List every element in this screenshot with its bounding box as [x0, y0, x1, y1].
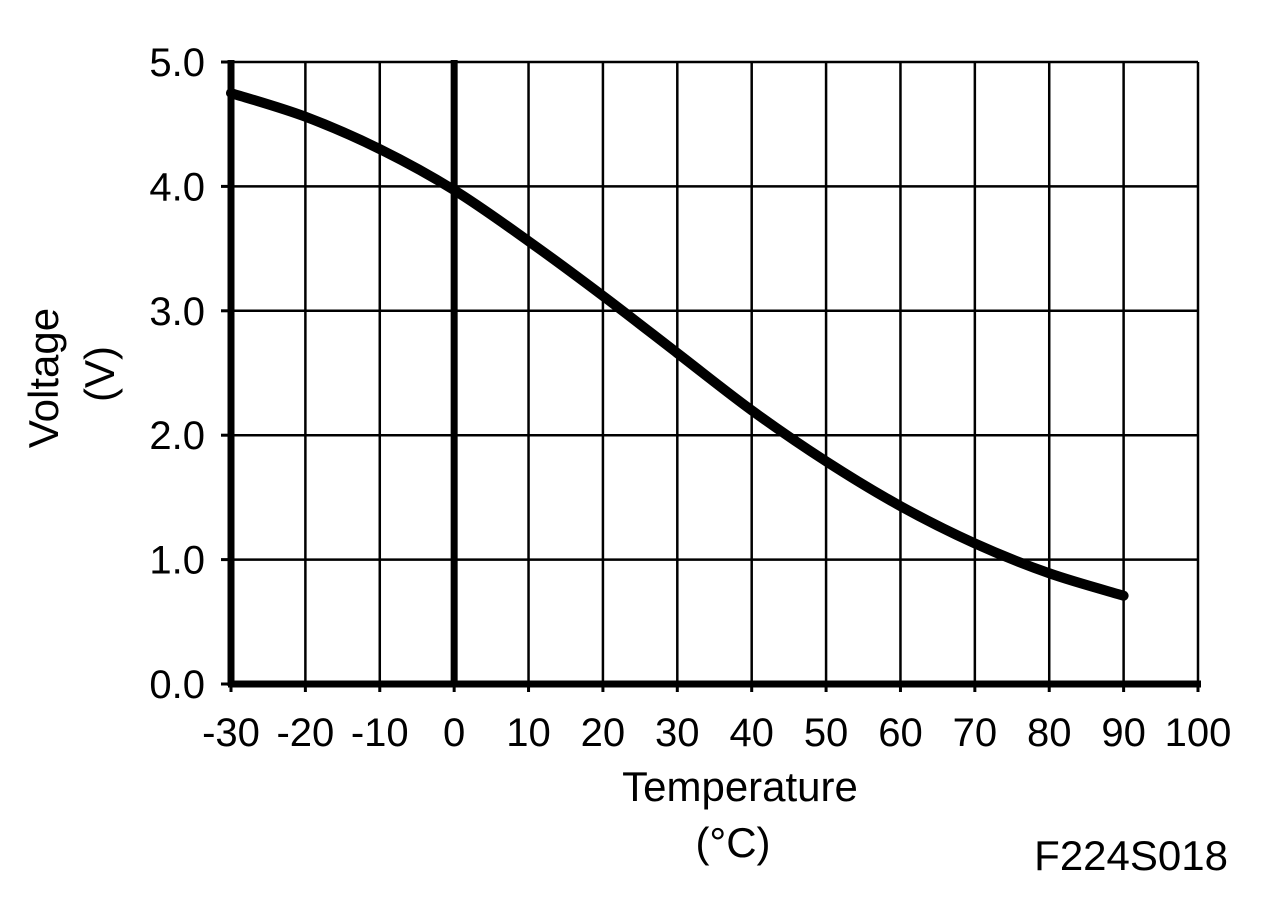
x-axis-unit: (°C): [695, 819, 770, 866]
x-tick-label: 20: [581, 711, 626, 755]
data-point: [602, 295, 604, 297]
y-tick-label: 5.0: [149, 41, 205, 85]
y-tick-label: 0.0: [149, 663, 205, 707]
tick-labels: 0.0 1.0 2.0 3.0 4.0 5.0 -30 -20 -10 0 10 20 30 40 50 60…: [149, 41, 1231, 755]
y-tick-label: 4.0: [149, 165, 205, 209]
x-tick-label: 100: [1165, 711, 1232, 755]
data-point: [528, 240, 530, 242]
x-tick-label: 10: [506, 711, 551, 755]
y-tick-label: 3.0: [149, 290, 205, 334]
data-point: [453, 189, 455, 191]
x-tick-label: -30: [202, 711, 260, 755]
data-point: [1048, 572, 1050, 574]
data-point: [1123, 595, 1125, 597]
grid: [231, 60, 1200, 684]
axes: [221, 60, 1201, 692]
y-tick-label: 2.0: [149, 414, 205, 458]
y-tick-label: 1.0: [149, 539, 205, 583]
figure-code: F224S018: [1034, 832, 1228, 879]
x-tick-label: 50: [804, 711, 849, 755]
x-tick-label: 80: [1027, 711, 1072, 755]
data-point: [676, 352, 678, 354]
data-point: [751, 409, 753, 411]
x-tick-label: 30: [655, 711, 700, 755]
x-tick-label: -20: [276, 711, 334, 755]
data-point: [379, 148, 381, 150]
data-point: [304, 116, 306, 118]
y-axis-title: Voltage: [20, 308, 67, 448]
x-tick-label: 70: [953, 711, 998, 755]
data-point: [899, 505, 901, 507]
x-tick-label: 90: [1101, 711, 1146, 755]
y-axis-unit: (V): [76, 346, 123, 402]
x-tick-label: 0: [443, 711, 465, 755]
x-tick-label: 60: [878, 711, 923, 755]
data-point: [230, 92, 232, 94]
x-tick-label: 40: [729, 711, 774, 755]
data-point: [974, 542, 976, 544]
data-point: [825, 460, 827, 462]
x-tick-label: -10: [351, 711, 409, 755]
x-axis-title: Temperature: [622, 763, 858, 810]
series-layer: [226, 88, 1129, 601]
